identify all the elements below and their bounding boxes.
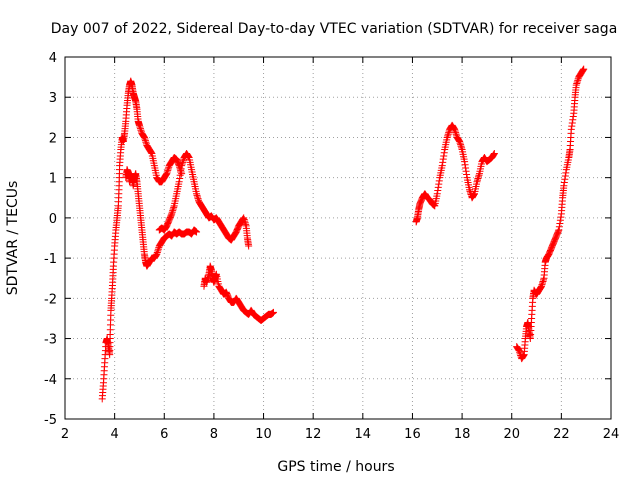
x-tick-label: 2	[61, 427, 69, 442]
grid-lines	[64, 56, 612, 420]
x-tick-label: 4	[110, 427, 118, 442]
series-segment-2	[122, 166, 201, 270]
data-point	[269, 308, 277, 316]
x-tick-label: 16	[404, 427, 421, 442]
y-tick-label: -4	[44, 373, 57, 388]
x-tick-label: 22	[553, 427, 570, 442]
data-point	[245, 242, 253, 250]
x-tick-label: 6	[160, 427, 168, 442]
y-tick-labels: 4 3 2 1 0 -1 -2 -3 -4 -5	[44, 51, 57, 428]
series-segment-6	[513, 65, 588, 363]
series-segment-1	[98, 77, 186, 403]
x-tick-label: 8	[210, 427, 218, 442]
y-tick-label: 4	[49, 51, 57, 66]
series-segment-3	[155, 150, 253, 250]
data-point	[193, 228, 201, 236]
series-segment-4	[200, 262, 277, 324]
plot-frame	[64, 56, 612, 420]
data-point	[580, 65, 588, 73]
y-tick-label: -3	[44, 333, 57, 348]
y-tick-label: 0	[49, 212, 57, 227]
data-point	[490, 150, 498, 158]
y-tick-label: 3	[49, 91, 57, 106]
x-axis-label: GPS time / hours	[277, 459, 394, 475]
y-tick-label: 2	[49, 131, 57, 146]
x-tick-label: 10	[255, 427, 272, 442]
y-axis-label: SDTVAR / TECUs	[5, 181, 21, 296]
data-points	[98, 65, 588, 403]
y-tick-label: -2	[44, 292, 57, 307]
y-tick-label: -1	[44, 252, 57, 267]
x-tick-label: 20	[503, 427, 520, 442]
y-tick-label: 1	[49, 172, 57, 187]
x-tick-label: 18	[454, 427, 471, 442]
x-tick-label: 12	[305, 427, 322, 442]
series-segment-5	[412, 121, 498, 226]
x-tick-labels: 2 4 6 8 10 12 14 16 18 20 22 24	[61, 427, 619, 442]
chart-title: Day 007 of 2022, Sidereal Day-to-day VTE…	[51, 21, 618, 37]
y-tick-label: -5	[44, 413, 57, 428]
x-tick-label: 24	[603, 427, 620, 442]
x-tick-label: 14	[355, 427, 372, 442]
